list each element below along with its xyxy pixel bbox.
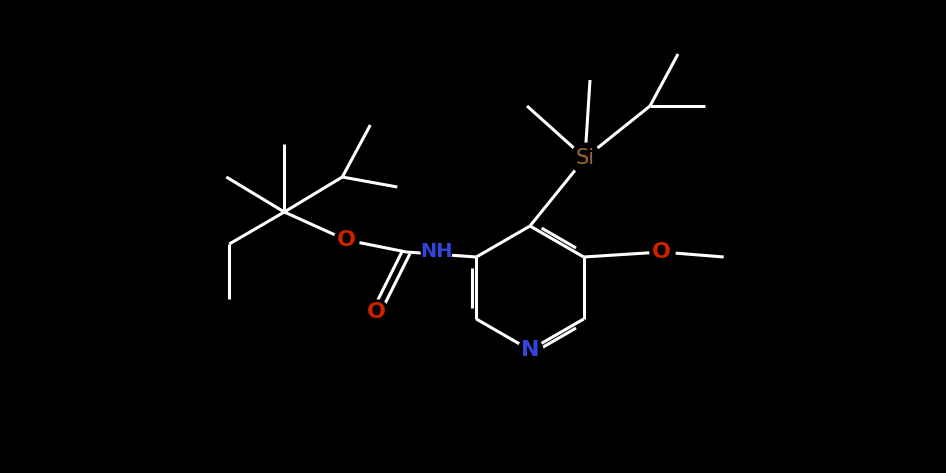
Text: O: O — [652, 242, 672, 262]
Text: NH: NH — [420, 242, 452, 261]
Text: O: O — [337, 230, 356, 250]
Text: Si: Si — [575, 148, 595, 168]
Text: O: O — [367, 302, 386, 322]
Text: N: N — [520, 340, 539, 360]
